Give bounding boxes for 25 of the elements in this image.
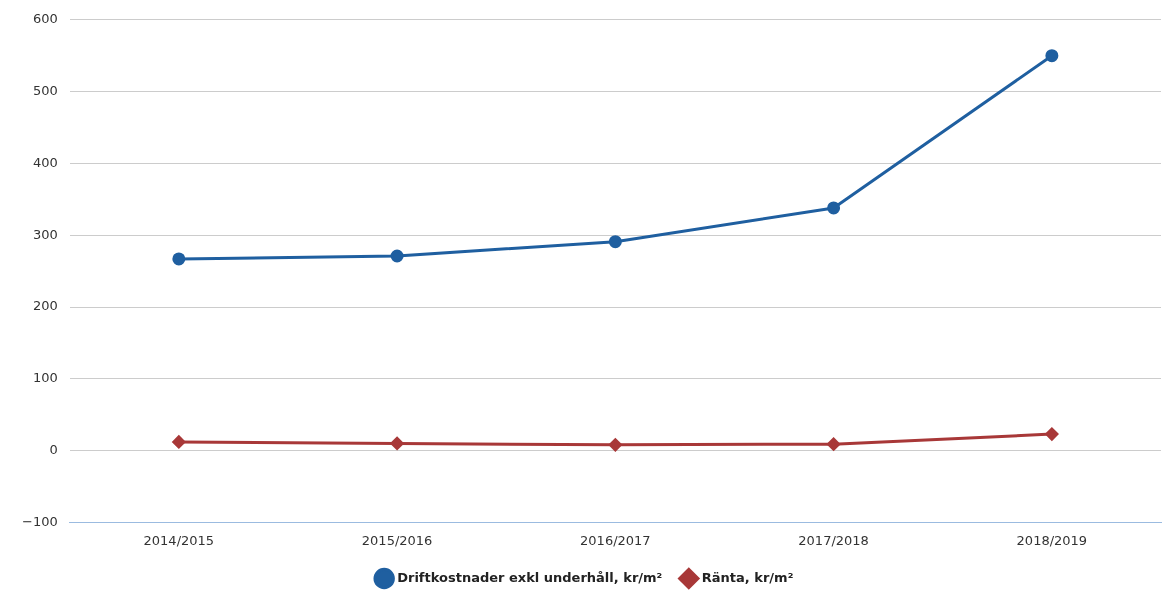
y-tick-label: −100 (21, 513, 58, 529)
x-tick-label: 2017/2018 (798, 532, 869, 548)
point (827, 201, 841, 215)
x-tick-label: 2014/2015 (143, 532, 215, 548)
point (1045, 427, 1059, 441)
point (172, 435, 186, 449)
x-tick-label: 2016/2017 (580, 532, 651, 548)
y-tick-label: 100 (32, 370, 58, 386)
point (1045, 49, 1059, 63)
point (390, 436, 404, 450)
legend-label: Driftkostnader exkl underhåll, kr/m² (397, 569, 663, 585)
x-tick-label: 2018/2019 (1016, 532, 1088, 548)
y-tick-label: 200 (32, 298, 58, 314)
point (608, 438, 622, 452)
point (390, 249, 404, 263)
point (827, 437, 841, 451)
point (172, 252, 186, 266)
y-tick-label: 600 (32, 11, 58, 27)
point (608, 235, 622, 249)
y-tick-label: 400 (32, 154, 58, 170)
x-tick-label: 2015/2016 (361, 532, 433, 548)
legend-label: Ränta, kr/m² (701, 569, 794, 585)
y-tick-label: 0 (49, 441, 58, 457)
y-tick-label: 500 (32, 82, 58, 98)
y-tick-label: 300 (32, 226, 58, 242)
